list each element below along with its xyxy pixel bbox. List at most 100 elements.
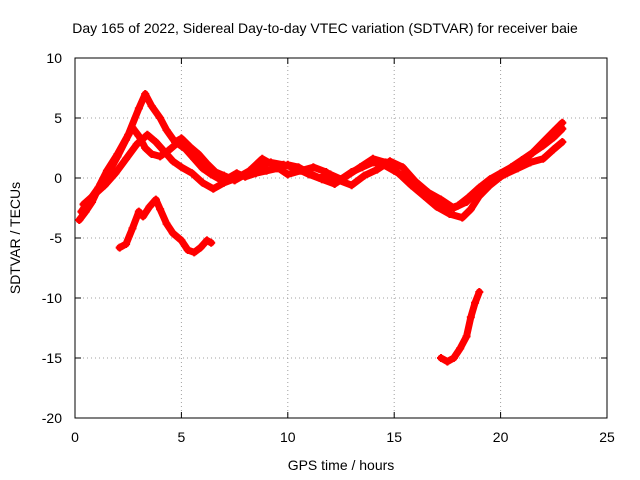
data-point	[156, 152, 165, 161]
data-point	[198, 178, 207, 187]
x-tick-label: 5	[178, 429, 186, 445]
data-point	[77, 207, 86, 216]
data-point	[124, 130, 133, 139]
data-point	[449, 204, 458, 212]
data-point	[177, 236, 186, 245]
data-point	[528, 148, 537, 157]
data-point	[209, 184, 218, 193]
data-point	[466, 313, 475, 322]
data-point	[151, 195, 160, 204]
data-point	[317, 175, 326, 184]
axis-ticks	[74, 57, 608, 419]
data-point	[322, 168, 331, 176]
data-point	[407, 181, 416, 190]
data-point	[202, 236, 211, 245]
data-point	[475, 288, 484, 296]
data-point	[360, 171, 369, 180]
y-tick-label: -10	[42, 290, 62, 306]
data-point	[207, 238, 216, 247]
x-tick-label: 25	[599, 429, 615, 445]
data-point	[219, 178, 228, 187]
data-point	[134, 207, 143, 216]
data-point	[500, 170, 509, 179]
data-point	[343, 171, 352, 180]
x-tick-label: 0	[71, 429, 79, 445]
data-point	[526, 158, 535, 167]
data-point	[513, 164, 522, 173]
data-point	[100, 181, 109, 190]
data-point	[262, 166, 271, 175]
data-point	[558, 138, 567, 146]
data-point	[162, 126, 171, 134]
data-point	[356, 163, 365, 172]
data-point	[462, 198, 471, 206]
data-point	[139, 212, 148, 221]
data-point	[143, 130, 152, 139]
data-point	[156, 114, 165, 122]
data-point	[549, 145, 558, 154]
data-point	[188, 169, 197, 178]
data-point	[198, 164, 207, 173]
data-point	[432, 202, 441, 211]
data-point	[283, 170, 292, 179]
series-3	[79, 130, 567, 212]
data-point	[466, 205, 475, 214]
series-line	[80, 131, 566, 212]
data-point	[102, 166, 111, 175]
data-point	[177, 163, 186, 172]
data-point	[113, 150, 122, 158]
data-point	[194, 150, 203, 158]
data-point	[211, 168, 220, 176]
y-tick-label: -15	[42, 350, 62, 366]
data-point	[411, 177, 420, 186]
series-4	[115, 195, 216, 257]
data-point	[122, 240, 131, 248]
data-point	[558, 118, 567, 127]
data-point	[437, 354, 446, 362]
data-point	[488, 176, 497, 185]
data-point	[398, 163, 407, 172]
data-point	[141, 144, 150, 152]
data-point	[445, 210, 454, 218]
data-point	[196, 243, 205, 252]
data-point	[128, 224, 137, 233]
data-marks	[75, 90, 567, 366]
data-point	[168, 229, 177, 238]
y-tick-label: 10	[46, 50, 62, 66]
data-point	[111, 169, 120, 178]
data-point	[232, 174, 241, 182]
data-point	[385, 157, 394, 166]
data-point	[147, 102, 156, 110]
data-point	[539, 154, 548, 163]
series-line	[116, 196, 215, 256]
data-point	[190, 154, 199, 163]
chart-title: Day 165 of 2022, Sidereal Day-to-day VTE…	[72, 20, 578, 36]
data-point	[156, 205, 165, 214]
data-point	[462, 332, 471, 341]
data-point	[115, 243, 124, 252]
data-point	[456, 344, 465, 353]
y-axis-label: SDTVAR / TECUs	[7, 182, 23, 294]
data-point	[147, 150, 156, 158]
data-point	[424, 188, 433, 197]
data-point	[190, 248, 199, 257]
y-tick-label: 0	[54, 170, 62, 186]
data-point	[458, 213, 467, 222]
x-tick-label: 15	[386, 429, 402, 445]
data-point	[443, 357, 452, 366]
data-point	[437, 195, 446, 204]
data-point	[296, 166, 305, 175]
x-tick-label: 20	[493, 429, 509, 445]
y-tick-label: 5	[54, 110, 62, 126]
x-tick-label: 10	[280, 429, 296, 445]
data-point	[79, 200, 88, 209]
data-point	[151, 138, 160, 146]
data-point	[202, 159, 211, 168]
series-5	[437, 288, 484, 366]
data-point	[122, 154, 131, 163]
data-point	[185, 142, 194, 151]
data-point	[549, 127, 558, 136]
data-point	[539, 138, 548, 146]
data-point	[134, 104, 143, 113]
